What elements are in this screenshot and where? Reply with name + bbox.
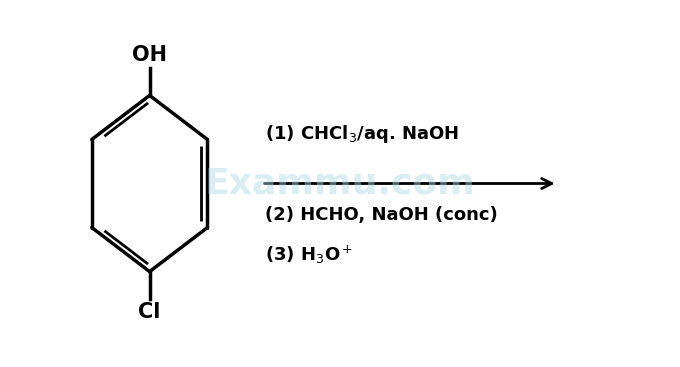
Text: OH: OH (132, 45, 167, 65)
Text: (3) H$_3$O$^+$: (3) H$_3$O$^+$ (265, 244, 354, 266)
Text: (2) HCHO, NaOH (conc): (2) HCHO, NaOH (conc) (265, 206, 498, 224)
Text: Cl: Cl (139, 302, 160, 322)
Text: (1) CHCl$_3$/aq. NaOH: (1) CHCl$_3$/aq. NaOH (265, 123, 460, 145)
Text: Exammu.com: Exammu.com (205, 167, 475, 200)
